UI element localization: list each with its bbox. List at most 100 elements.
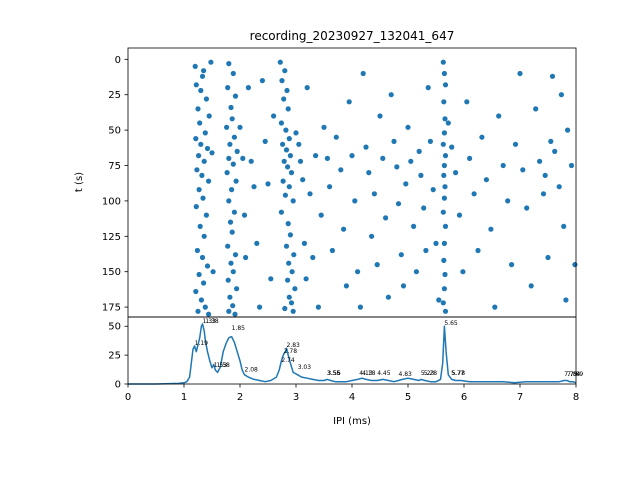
- raster-point: [193, 288, 199, 295]
- raster-point: [225, 243, 231, 249]
- raster-point: [192, 63, 198, 69]
- raster-point: [290, 308, 296, 314]
- raster-point: [296, 141, 302, 147]
- histogram-x-tick-label: 1: [181, 392, 187, 403]
- peak-label: 4.18: [362, 370, 376, 377]
- raster-point: [233, 178, 239, 184]
- raster-point: [307, 191, 313, 197]
- raster-point: [405, 124, 411, 130]
- raster-point: [440, 59, 446, 65]
- raster-point: [197, 120, 203, 126]
- peak-label: 5.78: [452, 370, 466, 377]
- chart-title: recording_20230927_132041_647: [250, 29, 455, 43]
- raster-point: [196, 187, 202, 193]
- raster-point: [229, 229, 235, 235]
- histogram-axes-frame: [127, 316, 577, 385]
- raster-point: [568, 162, 575, 169]
- raster-point: [284, 87, 290, 94]
- peak-label: 5.23: [421, 370, 435, 377]
- raster-point: [234, 148, 240, 154]
- raster-point: [226, 198, 232, 204]
- raster-point: [346, 99, 352, 105]
- raster-point: [509, 262, 515, 268]
- histogram-y-tick-label: 50: [108, 322, 121, 333]
- peak-label: 5.28: [424, 370, 438, 377]
- raster-point: [285, 277, 291, 283]
- raster-point: [355, 269, 361, 275]
- raster-point: [352, 198, 358, 204]
- raster-point: [540, 191, 547, 197]
- raster-point: [394, 164, 400, 170]
- raster-point: [456, 212, 463, 218]
- raster-points: [192, 59, 578, 317]
- raster-point: [210, 269, 216, 275]
- raster-point: [257, 304, 263, 310]
- raster-point: [442, 82, 449, 88]
- peak-label: 7.89: [570, 371, 584, 378]
- raster-point: [440, 300, 446, 306]
- raster-point: [254, 240, 260, 246]
- raster-point: [287, 153, 293, 159]
- histogram-x-tick-label: 5: [405, 392, 411, 403]
- raster-point: [194, 247, 200, 254]
- raster-point: [467, 155, 473, 161]
- raster-point: [433, 240, 439, 246]
- raster-point: [442, 184, 448, 190]
- raster-point: [441, 130, 447, 136]
- raster-point: [281, 96, 287, 102]
- raster-point: [483, 177, 489, 183]
- raster-point: [315, 304, 321, 310]
- raster-point: [572, 262, 578, 268]
- raster-point: [421, 205, 427, 211]
- peak-label: 1.58: [217, 362, 231, 369]
- raster-point: [558, 92, 565, 98]
- raster-y-tick-label: 175: [102, 303, 121, 314]
- raster-point: [288, 170, 295, 176]
- peak-label: 3.56: [327, 370, 341, 377]
- histogram-x-tick-label: 8: [573, 392, 579, 403]
- raster-point: [357, 304, 363, 310]
- raster-point: [349, 153, 355, 159]
- raster-point: [227, 294, 233, 300]
- raster-point: [460, 269, 466, 275]
- raster-point: [232, 93, 239, 99]
- peak-label: 2.83: [287, 342, 301, 349]
- raster-point: [453, 170, 459, 176]
- raster-point: [271, 113, 277, 119]
- peak-label: 1.38: [205, 318, 219, 325]
- raster-point: [411, 223, 417, 229]
- raster-point: [225, 277, 231, 283]
- histogram-x-tick-label: 3: [293, 392, 299, 403]
- raster-point: [398, 252, 404, 258]
- raster-point: [201, 233, 207, 239]
- histogram-y-tick-label: 0: [115, 380, 121, 391]
- raster-point: [195, 308, 201, 314]
- raster-point: [441, 195, 447, 201]
- raster-point: [300, 177, 306, 183]
- raster-point: [243, 254, 249, 261]
- raster-point: [227, 219, 234, 225]
- peak-label: 4.13: [359, 370, 373, 377]
- raster-point: [199, 254, 206, 261]
- raster-point: [278, 120, 284, 126]
- raster-point: [492, 304, 498, 310]
- raster-point: [441, 70, 447, 77]
- raster-point: [552, 148, 558, 154]
- raster-point: [226, 155, 232, 161]
- raster-point: [286, 260, 292, 266]
- raster-point: [198, 297, 204, 303]
- raster-point: [303, 276, 309, 282]
- raster-point: [374, 262, 380, 268]
- raster-point: [200, 195, 206, 201]
- raster-point: [545, 254, 551, 261]
- raster-point: [517, 70, 523, 77]
- raster-point: [441, 162, 447, 169]
- peak-label: 7.79: [564, 371, 578, 378]
- raster-y-tick-label: 100: [102, 196, 121, 207]
- histogram-x-tick-label: 2: [237, 392, 243, 403]
- raster-point: [230, 161, 236, 167]
- peak-label: 2.08: [245, 366, 259, 373]
- raster-point: [231, 209, 237, 215]
- raster-point: [327, 184, 333, 190]
- raster-point: [203, 96, 209, 102]
